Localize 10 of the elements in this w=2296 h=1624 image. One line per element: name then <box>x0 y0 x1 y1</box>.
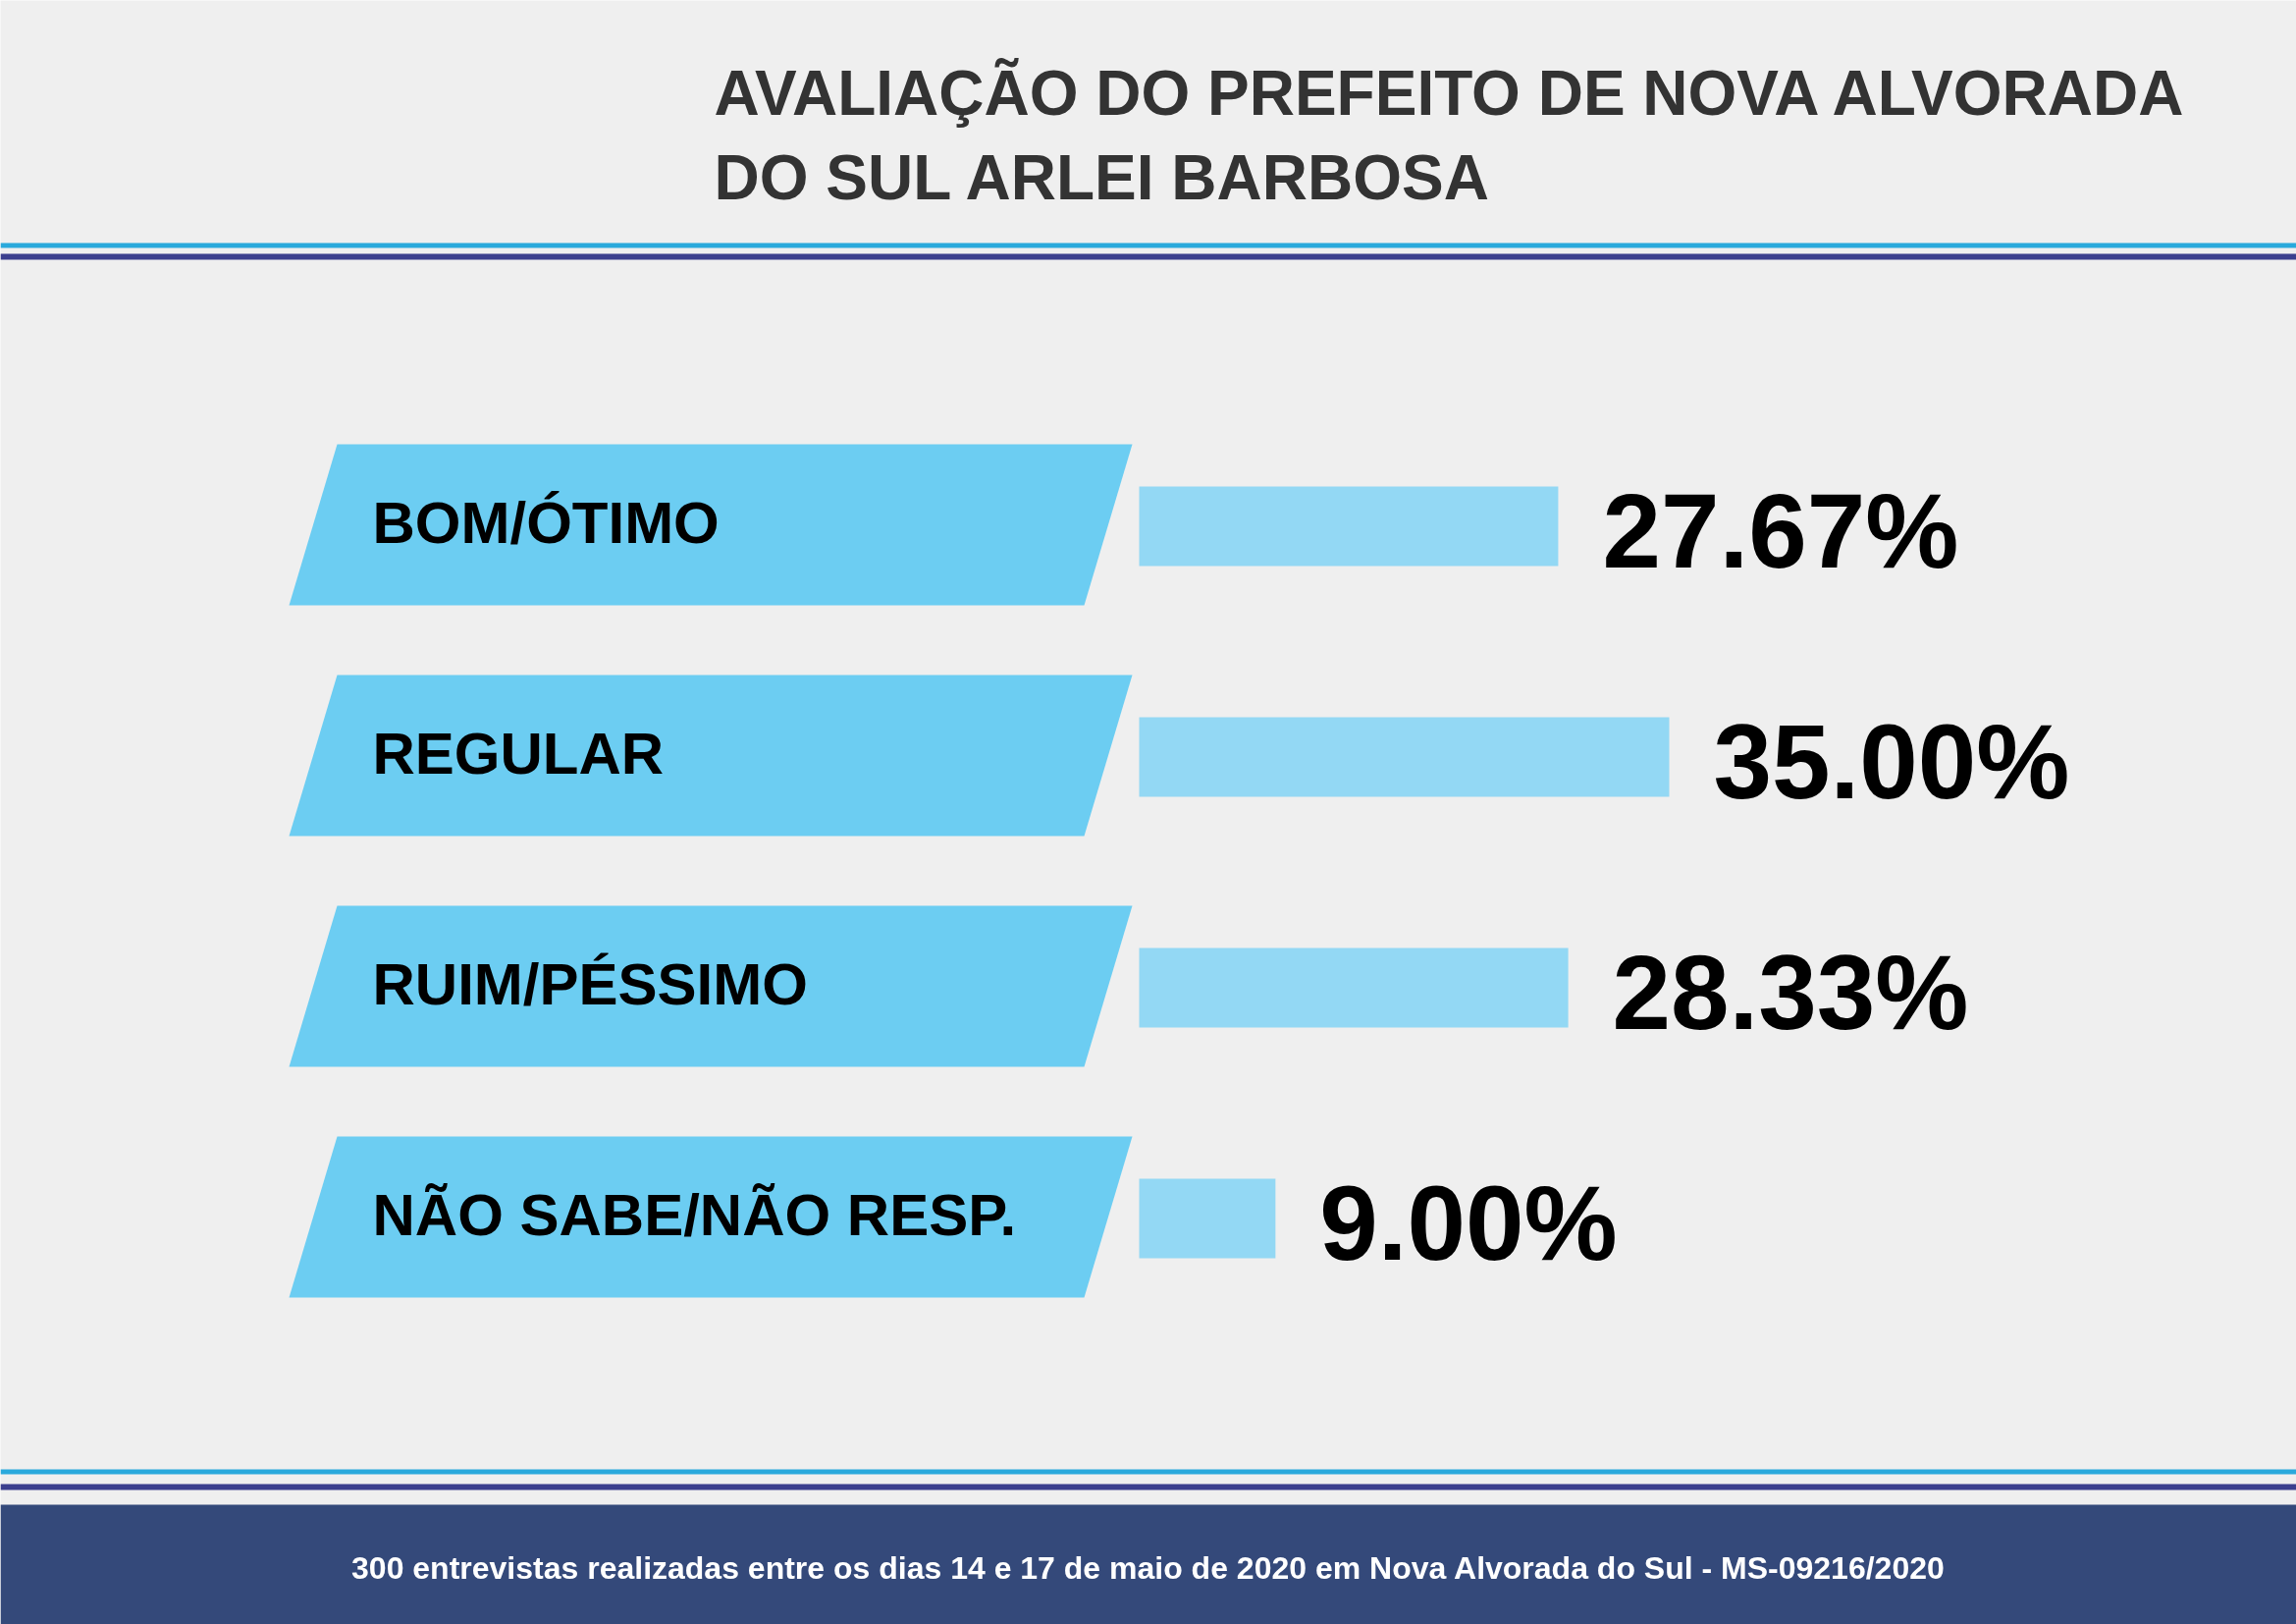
data-label: 28.33% <box>1612 933 1969 1052</box>
y-tick-label: NÃO SABE/NÃO RESP. <box>372 1182 1017 1248</box>
y-tick-label: RUIM/PÉSSIMO <box>372 951 808 1017</box>
data-label: 27.67% <box>1602 471 1959 590</box>
data-label: 35.00% <box>1713 702 2070 821</box>
y-tick-label: REGULAR <box>372 721 665 786</box>
chart-title: AVALIAÇÃO DO PREFEITO DE NOVA ALVORADA DO SUL ARLEI BARBOSA <box>714 57 2184 213</box>
text: 300 entrevistas realizadas entre os dias 14 e 17 de maio de 2020 em Nova Alvorada do Sul - MS-09216/2020 <box>351 1549 1945 1586</box>
data-label: 9.00% <box>1319 1164 1618 1282</box>
y-tick-label: BOM/ÓTIMO <box>372 490 720 556</box>
